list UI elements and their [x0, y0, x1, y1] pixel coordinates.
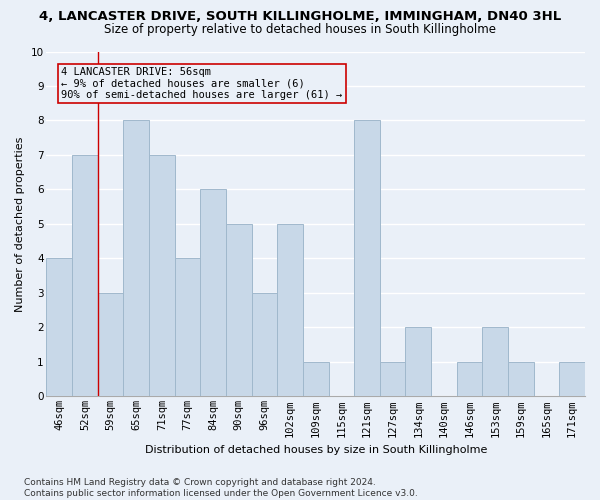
Bar	[380, 362, 406, 396]
Bar	[482, 328, 508, 396]
Text: 4, LANCASTER DRIVE, SOUTH KILLINGHOLME, IMMINGHAM, DN40 3HL: 4, LANCASTER DRIVE, SOUTH KILLINGHOLME, …	[39, 10, 561, 23]
Y-axis label: Number of detached properties: Number of detached properties	[15, 136, 25, 312]
Bar	[354, 120, 380, 396]
Text: Size of property relative to detached houses in South Killingholme: Size of property relative to detached ho…	[104, 22, 496, 36]
Bar	[508, 362, 534, 396]
Bar	[46, 258, 72, 396]
Bar	[559, 362, 585, 396]
Bar	[457, 362, 482, 396]
Bar	[303, 362, 329, 396]
Bar	[72, 155, 98, 396]
Bar	[277, 224, 303, 396]
Bar	[98, 293, 124, 397]
X-axis label: Distribution of detached houses by size in South Killingholme: Distribution of detached houses by size …	[145, 445, 487, 455]
Bar	[149, 155, 175, 396]
Bar	[406, 328, 431, 396]
Bar	[124, 120, 149, 396]
Bar	[200, 190, 226, 396]
Text: 4 LANCASTER DRIVE: 56sqm
← 9% of detached houses are smaller (6)
90% of semi-det: 4 LANCASTER DRIVE: 56sqm ← 9% of detache…	[61, 67, 343, 100]
Bar	[175, 258, 200, 396]
Bar	[226, 224, 251, 396]
Text: Contains HM Land Registry data © Crown copyright and database right 2024.
Contai: Contains HM Land Registry data © Crown c…	[24, 478, 418, 498]
Bar	[251, 293, 277, 397]
